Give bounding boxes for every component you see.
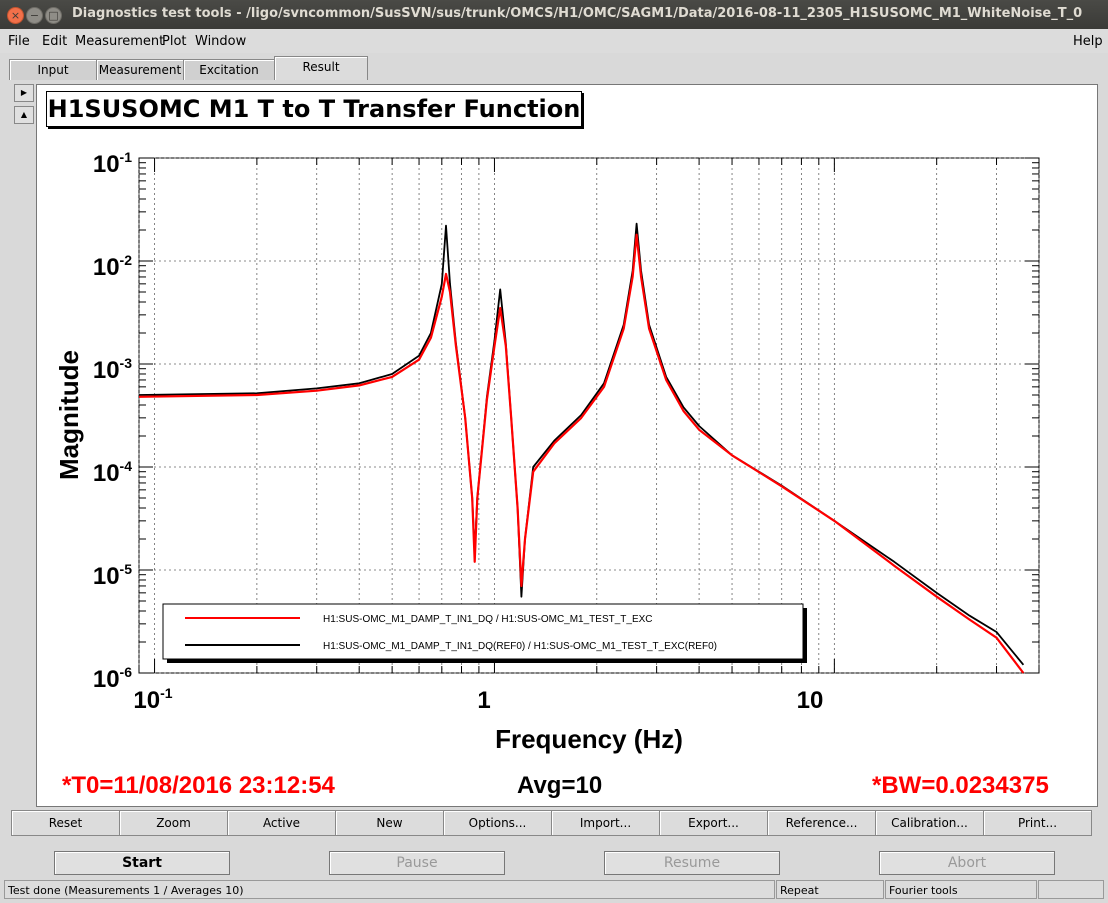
menu-file[interactable]: File [8, 34, 30, 49]
abort-button[interactable]: Abort [879, 851, 1055, 875]
print-button[interactable]: Print... [983, 810, 1092, 836]
pause-button[interactable]: Pause [329, 851, 505, 875]
tab-measurement[interactable]: Measurement [96, 59, 184, 80]
tab-bar: Input Measurement Excitation Result [0, 53, 1108, 80]
x-tick-label: 10 [797, 687, 824, 714]
axis-ticks [138, 157, 1040, 674]
export-button[interactable]: Export... [659, 810, 768, 836]
reset-button[interactable]: Reset [11, 810, 120, 836]
y-axis-label: Magnitude [54, 350, 84, 480]
series-line-measurement [138, 233, 1025, 674]
active-button[interactable]: Active [227, 810, 336, 836]
close-icon[interactable]: × [7, 7, 24, 24]
menu-window[interactable]: Window [195, 34, 247, 49]
tab-excitation[interactable]: Excitation [183, 59, 275, 80]
menu-measurement[interactable]: Measurement [75, 34, 165, 49]
status-repeat: Repeat [776, 880, 884, 899]
plot-area[interactable] [138, 157, 1040, 674]
y-tick-label: 10-6 [93, 664, 132, 693]
series-layer [138, 222, 1025, 674]
maximize-icon[interactable]: □ [45, 7, 62, 24]
x-tick-label: 1 [477, 687, 490, 714]
import-button[interactable]: Import... [551, 810, 660, 836]
legend[interactable]: H1:SUS-OMC_M1_DAMP_T_IN1_DQ / H1:SUS-OMC… [162, 603, 807, 663]
y-tick-label: 10-1 [93, 149, 132, 178]
resume-button[interactable]: Resume [604, 851, 780, 875]
tab-input[interactable]: Input [9, 59, 97, 80]
title-bar: × − □ Diagnostics test tools - /ligo/svn… [0, 0, 1108, 29]
options-button[interactable]: Options... [443, 810, 552, 836]
y-tick-label: 10-5 [93, 561, 132, 590]
window-title: Diagnostics test tools - /ligo/svncommon… [72, 6, 1082, 21]
reference-button[interactable]: Reference... [767, 810, 876, 836]
grid [138, 157, 1040, 674]
zoom-button[interactable]: Zoom [119, 810, 228, 836]
t0-label: *T0=11/08/2016 23:12:54 [62, 772, 335, 799]
menu-edit[interactable]: Edit [42, 34, 68, 49]
minimize-icon[interactable]: − [26, 7, 43, 24]
menu-plot[interactable]: Plot [162, 34, 187, 49]
calibration-button[interactable]: Calibration... [875, 810, 984, 836]
status-extra [1038, 880, 1104, 899]
tab-result[interactable]: Result [274, 56, 368, 80]
expand-up-icon[interactable]: ▲ [14, 106, 34, 124]
x-tick-label: 10-1 [133, 685, 172, 714]
status-fourier: Fourier tools [885, 880, 1037, 899]
legend-label: H1:SUS-OMC_M1_DAMP_T_IN1_DQ / H1:SUS-OMC… [323, 614, 653, 625]
y-tick-label: 10-4 [93, 458, 132, 487]
new-button[interactable]: New [335, 810, 444, 836]
legend-label: H1:SUS-OMC_M1_DAMP_T_IN1_DQ(REF0) / H1:S… [323, 641, 717, 652]
avg-label: Avg=10 [517, 772, 603, 799]
expand-right-icon[interactable]: ▶ [14, 84, 34, 102]
plot-title: H1SUSOMC M1 T to T Transfer Function [46, 91, 582, 127]
menu-bar: File Edit Measurement Plot Window Help [0, 29, 1108, 53]
start-button[interactable]: Start [54, 851, 230, 875]
y-tick-label: 10-3 [93, 355, 132, 384]
status-message: Test done (Measurements 1 / Averages 10) [4, 880, 775, 899]
bw-label: *BW=0.0234375 [872, 772, 1049, 799]
y-tick-label: 10-2 [93, 252, 132, 281]
x-axis-label: Frequency (Hz) [495, 724, 683, 754]
menu-help[interactable]: Help [1073, 34, 1103, 49]
